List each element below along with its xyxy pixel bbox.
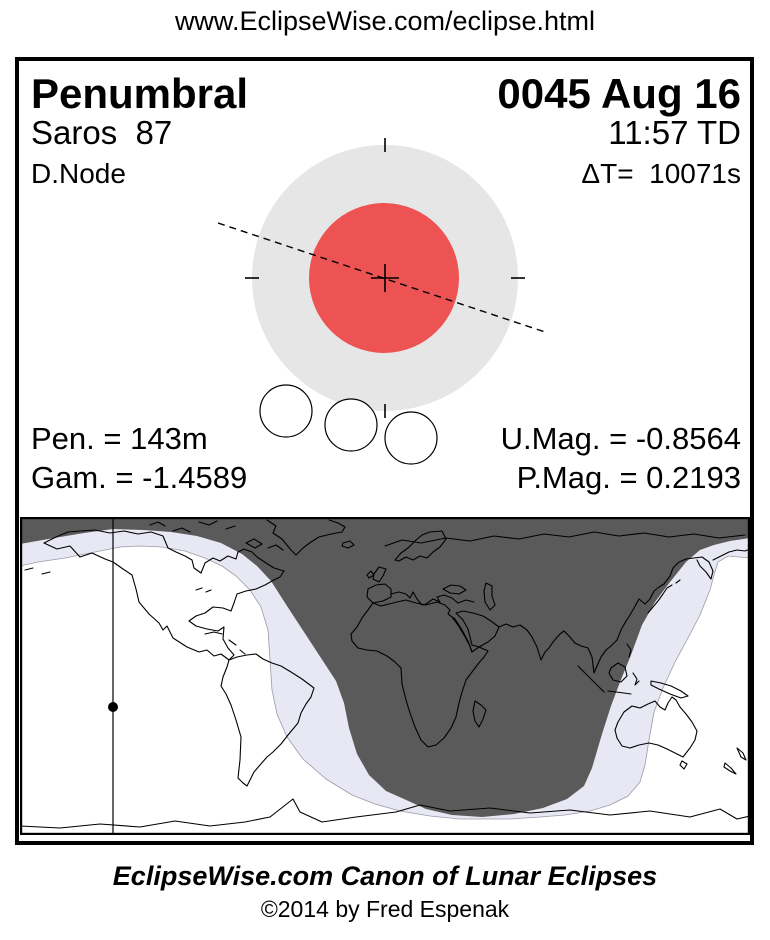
eclipse-type-label: Penumbral bbox=[31, 70, 249, 117]
coastline-arctic-islands bbox=[149, 520, 284, 551]
coastline-madagascar bbox=[472, 700, 487, 728]
eclipse-figure-frame bbox=[15, 57, 754, 845]
coastline-scandinavia bbox=[394, 530, 447, 562]
delta-t-label: ΔT= 10071s bbox=[581, 158, 741, 189]
map-no-visibility-zone bbox=[20, 517, 750, 817]
moon-at-greatest-eclipse bbox=[324, 398, 378, 452]
gamma-label: Gam. = -1.4589 bbox=[31, 460, 248, 495]
moon-at-first-contact bbox=[259, 384, 313, 438]
coastline-aleutians bbox=[24, 567, 51, 575]
sublunar-point-dot bbox=[108, 702, 118, 712]
moon-at-last-contact bbox=[384, 411, 438, 465]
visibility-map bbox=[20, 517, 750, 835]
coastline-north-america-arctic bbox=[43, 529, 285, 574]
coastline-north-america-west bbox=[43, 542, 230, 661]
coastline-africa bbox=[350, 599, 489, 748]
coastline-tasmania bbox=[679, 760, 688, 770]
penumbral-duration-label: Pen. = 143m bbox=[31, 421, 208, 456]
coastline-antarctica bbox=[20, 798, 750, 829]
coastline-iberia bbox=[366, 583, 392, 604]
coastline-south-asia bbox=[498, 583, 665, 674]
saros-label: Saros 87 bbox=[31, 114, 173, 151]
coastline-bering bbox=[712, 548, 750, 561]
coastline-red-sea bbox=[451, 616, 473, 653]
footer-copyright: ©2014 by Fred Espenak bbox=[260, 896, 510, 922]
shadow-center-cross bbox=[371, 264, 399, 292]
coastline-new-guinea bbox=[650, 680, 689, 699]
coastline-new-zealand bbox=[723, 747, 747, 775]
eclipse-time-label: 11:57 TD bbox=[608, 114, 741, 151]
coastline-south-america bbox=[220, 653, 315, 787]
umbral-magnitude-label: U.Mag. = -0.8564 bbox=[500, 421, 741, 456]
coastline-black-sea bbox=[442, 584, 467, 595]
coastline-northeast-asia bbox=[663, 556, 714, 585]
coastline-great-lakes bbox=[195, 587, 212, 593]
coastline-japan bbox=[647, 579, 681, 614]
eclipse-date-label: 0045 Aug 16 bbox=[497, 70, 741, 117]
site-url-header: www.EclipseWise.com/eclipse.html bbox=[174, 6, 596, 36]
footer-title: EclipseWise.com Canon of Lunar Eclipses bbox=[112, 861, 658, 891]
coastline-mediterranean-north bbox=[390, 591, 475, 606]
coastline-caribbean-islands bbox=[204, 631, 246, 655]
coastline-iceland bbox=[341, 540, 355, 549]
map-border bbox=[20, 517, 750, 835]
coastline-arabia bbox=[455, 610, 500, 648]
penumbra-axis-ticks bbox=[245, 138, 525, 418]
node-label: D.Node bbox=[31, 158, 126, 189]
coastline-siberia-arctic bbox=[384, 531, 746, 547]
coastline-indonesia bbox=[577, 643, 640, 695]
coastline-north-america-east bbox=[188, 570, 285, 661]
coastline-australia bbox=[614, 696, 698, 758]
coastline-caspian-sea bbox=[483, 582, 496, 611]
coastline-greenland bbox=[266, 519, 346, 556]
shadow-diagram bbox=[217, 138, 549, 465]
penumbral-magnitude-label: P.Mag. = 0.2193 bbox=[516, 460, 741, 495]
coastlines bbox=[20, 519, 750, 829]
coastline-british-isles bbox=[366, 566, 387, 583]
